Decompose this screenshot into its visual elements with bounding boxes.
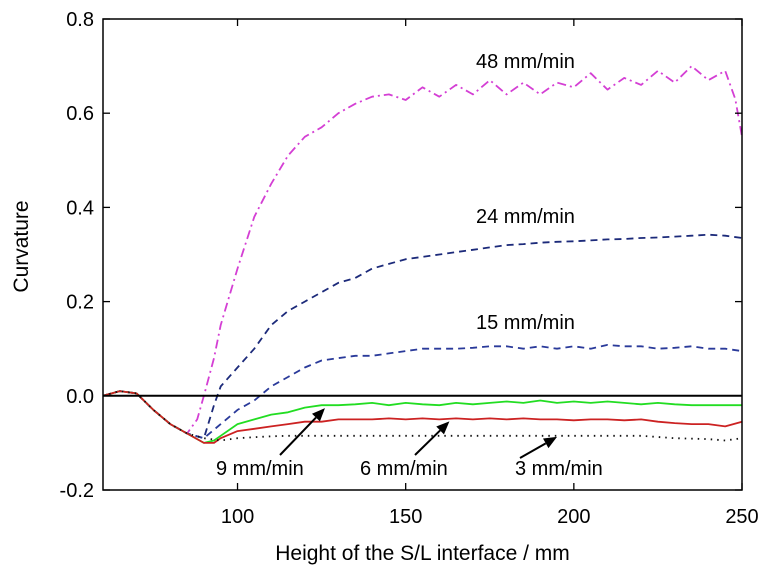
arrow-shaft-9-mm-min <box>279 416 317 456</box>
x-axis-label: Height of the S/L interface / mm <box>275 542 570 565</box>
y-tick-label: 0.2 <box>66 292 94 314</box>
x-tick-label: 200 <box>557 506 590 528</box>
annotation-arrows <box>279 408 558 459</box>
arrow-head-9-mm-min <box>311 408 325 422</box>
x-tick-label: 100 <box>221 506 254 528</box>
series-label-9-mm-min: 9 mm/min <box>216 458 304 480</box>
y-tick-label: 0.6 <box>66 103 94 125</box>
arrow-shaft-6-mm-min <box>414 429 441 456</box>
series-line-9-mm-min <box>102 390 742 444</box>
y-tick-label: 0.8 <box>66 9 94 31</box>
series-labels: 48 mm/min 24 mm/min 15 mm/min 9 mm/min 6 mm/… <box>216 51 603 480</box>
series-line-48-mm-min <box>102 65 743 435</box>
arrow-head-3-mm-min <box>543 436 558 449</box>
series-label-24-mm-min: 24 mm/min <box>476 206 575 228</box>
plot-frame <box>102 18 743 491</box>
axis-ticks <box>103 18 743 491</box>
arrow-shaft-3-mm-min <box>519 442 547 459</box>
arrow-head-6-mm-min <box>436 421 450 435</box>
tick-labels: 100 150 200 250 -0.2 0.0 0.2 0.4 0.6 0.8 <box>60 9 759 528</box>
x-tick-label: 150 <box>389 506 422 528</box>
y-tick-label: -0.2 <box>60 480 94 502</box>
series-label-48-mm-min: 48 mm/min <box>476 51 575 73</box>
y-tick-label: 0.0 <box>66 386 94 408</box>
series-label-3-mm-min: 3 mm/min <box>515 458 603 480</box>
y-tick-label: 0.4 <box>66 197 94 219</box>
series-line-15-mm-min <box>102 343 743 440</box>
plot-lines <box>102 65 743 444</box>
y-axis-label: Curvature <box>10 200 33 292</box>
series-label-6-mm-min: 6 mm/min <box>360 458 448 480</box>
x-tick-label: 250 <box>725 506 758 528</box>
series-line-6-mm-min <box>102 390 743 444</box>
series-label-15-mm-min: 15 mm/min <box>476 312 575 334</box>
series-line-24-mm-min <box>102 233 743 440</box>
